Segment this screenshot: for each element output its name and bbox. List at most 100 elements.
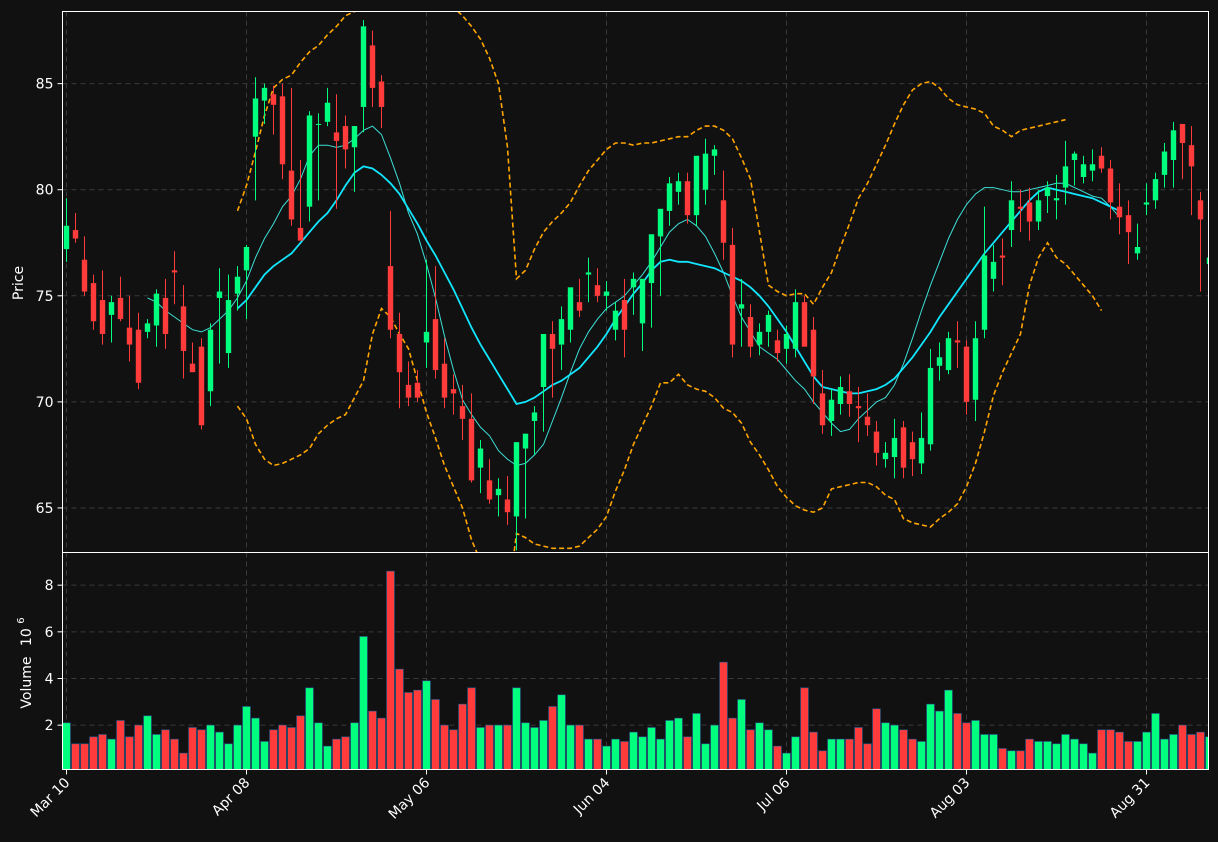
volume-bar — [791, 736, 800, 770]
volume-bar — [989, 734, 998, 770]
volume-axis-title: Volume 10 6 — [16, 617, 35, 708]
volume-bar — [557, 694, 566, 770]
volume-bar — [359, 636, 368, 770]
volume-bar — [404, 692, 413, 770]
volume-bar — [503, 724, 512, 770]
candle-body — [261, 87, 268, 101]
volume-bar — [935, 710, 944, 770]
volume-bar — [107, 738, 116, 770]
candle-body — [351, 126, 358, 148]
volume-bar — [1169, 734, 1178, 770]
volume-bar — [224, 743, 233, 770]
candle-body — [855, 406, 862, 409]
volume-bar — [854, 727, 863, 770]
volume-axis-title-exponent: 6 — [16, 617, 27, 623]
candle-body — [900, 427, 907, 468]
candle-body — [783, 333, 790, 349]
volume-bar — [458, 703, 467, 770]
volume-bar — [89, 736, 98, 770]
candle-body — [1143, 202, 1150, 205]
candle-body — [1008, 200, 1015, 231]
volume-bar — [269, 729, 278, 770]
volume-bar — [620, 741, 629, 770]
volume-bar — [728, 717, 737, 770]
candle-body — [918, 437, 925, 464]
candle-body — [945, 338, 952, 371]
volume-bar — [188, 727, 197, 770]
volume-bar — [278, 724, 287, 770]
volume-bar — [863, 743, 872, 770]
candle-body — [1170, 130, 1177, 161]
volume-bar — [656, 738, 665, 770]
candle-body — [792, 302, 799, 349]
volume-bar — [377, 717, 386, 770]
candle-body — [432, 319, 439, 371]
candle-body — [504, 499, 511, 513]
volume-bar — [539, 720, 548, 770]
candle-body — [837, 387, 844, 404]
candle-body — [522, 433, 529, 449]
candle-body — [279, 96, 286, 165]
volume-bar — [674, 717, 683, 770]
volume-bar — [476, 727, 485, 770]
candle-body — [765, 314, 772, 332]
candle-body — [828, 399, 835, 421]
volume-bar — [116, 720, 125, 770]
volume-bar — [1079, 743, 1088, 770]
candle-body — [747, 317, 754, 347]
volume-bar — [665, 720, 674, 770]
overlay-line-dashed-orange — [236, 11, 1066, 306]
volume-bar — [1043, 741, 1052, 770]
volume-bar — [908, 738, 917, 770]
candle-body — [558, 319, 565, 345]
volume-bar — [953, 713, 962, 770]
candle-body — [513, 442, 520, 517]
candle-body — [963, 346, 970, 402]
candle-body — [594, 285, 601, 296]
candle-body — [693, 155, 700, 216]
volume-bar — [809, 731, 818, 770]
volume-bar — [971, 720, 980, 770]
volume-bar — [152, 734, 161, 770]
candle-body — [999, 255, 1006, 258]
candle-body — [333, 132, 340, 141]
volume-bar — [143, 715, 152, 770]
candle-body — [1044, 187, 1051, 197]
candle-body — [243, 246, 250, 271]
volume-bar — [773, 745, 782, 770]
volume-bar — [962, 722, 971, 770]
candle-body — [981, 255, 988, 330]
volume-bar — [917, 741, 926, 770]
volume-bar — [1178, 724, 1187, 770]
volume-bar — [395, 668, 404, 770]
volume-bar — [431, 699, 440, 770]
candle-body — [162, 297, 169, 334]
volume-bar — [332, 738, 341, 770]
volume-bar — [413, 689, 422, 770]
candle-body — [414, 382, 421, 398]
volume-bar — [305, 687, 314, 770]
overlay-line-thick-cyan — [236, 165, 1120, 406]
candle-body — [1107, 168, 1114, 203]
volume-bar — [1052, 743, 1061, 770]
candle-body — [702, 153, 709, 190]
candle-body — [909, 442, 916, 460]
volume-bar — [836, 738, 845, 770]
volume-bar — [287, 727, 296, 770]
candle-body — [234, 276, 241, 294]
candle-body — [738, 304, 745, 309]
candle-body — [1179, 123, 1186, 144]
volume-bar — [1115, 731, 1124, 770]
volume-bar — [206, 724, 215, 770]
candle-body — [819, 393, 826, 426]
candle-body — [270, 94, 277, 105]
candle-body — [540, 333, 547, 388]
candle-body — [81, 259, 88, 292]
volume-bar — [872, 708, 881, 770]
volume-bar — [440, 724, 449, 770]
price-candles — [63, 19, 1209, 551]
candle-body — [306, 115, 313, 207]
volume-bar — [134, 724, 143, 770]
candle-body — [774, 340, 781, 354]
candle-body — [1080, 164, 1087, 177]
